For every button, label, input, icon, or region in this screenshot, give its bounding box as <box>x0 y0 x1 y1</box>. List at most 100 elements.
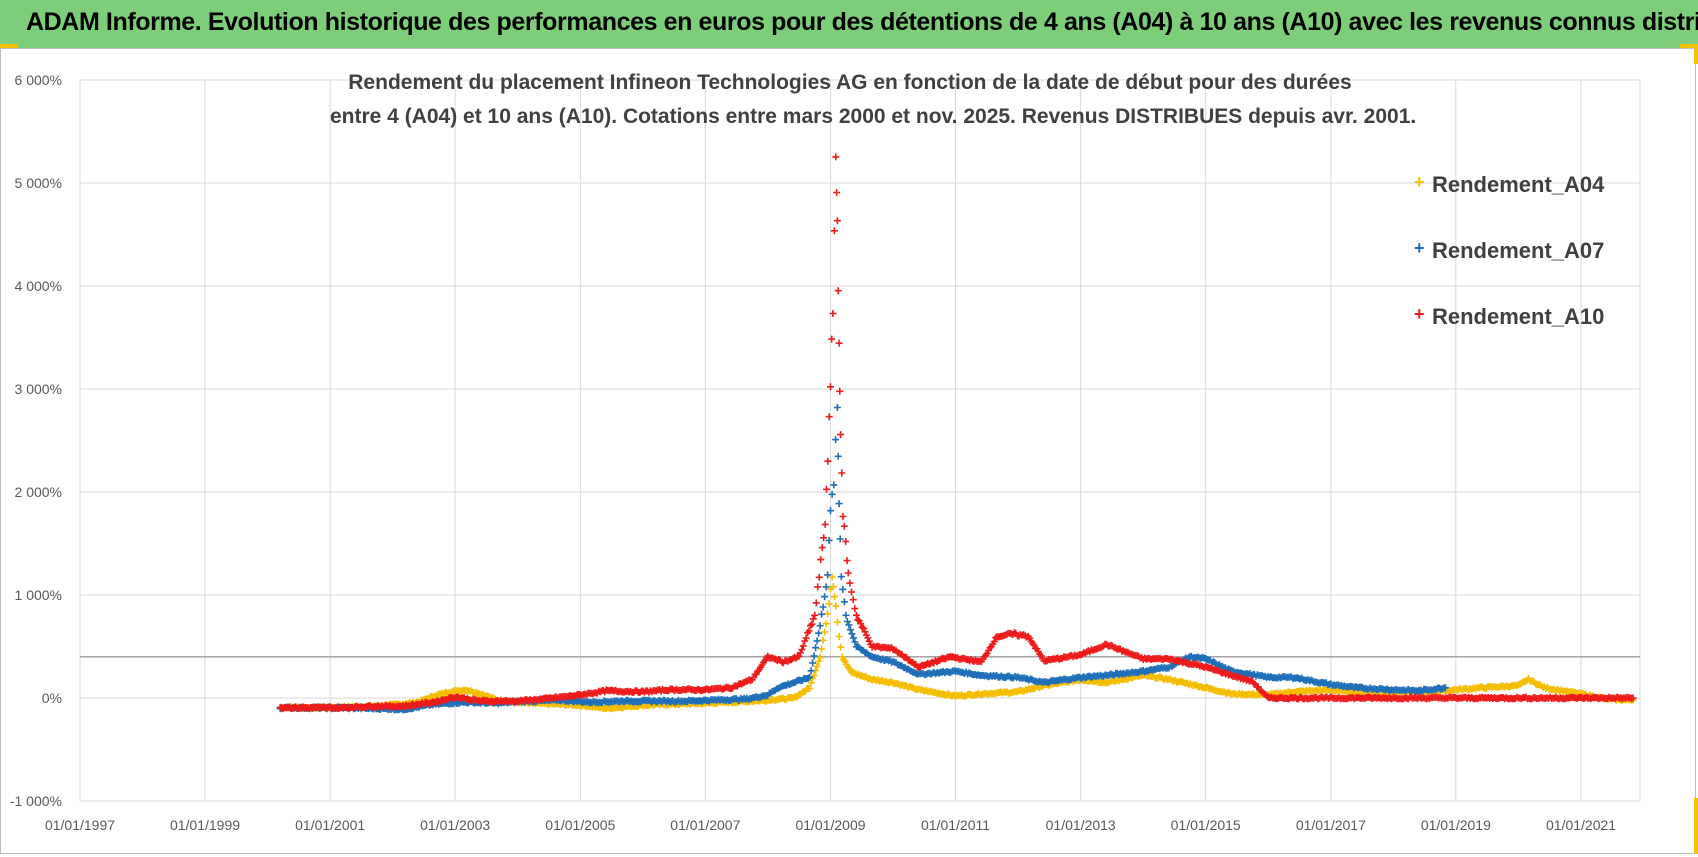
data-point <box>849 634 857 642</box>
x-tick-label: 01/01/2011 <box>921 817 990 833</box>
data-point <box>990 638 998 646</box>
data-point <box>833 217 841 225</box>
chart-title-line-2: entre 4 (A04) et 10 ans (A10). Cotations… <box>330 105 1417 128</box>
x-tick-label: 01/01/2009 <box>795 817 865 833</box>
x-tick-label: 01/01/2001 <box>295 817 365 833</box>
data-point <box>810 671 818 679</box>
data-point <box>836 535 844 543</box>
data-point <box>845 621 853 629</box>
data-point <box>830 481 838 489</box>
data-point <box>835 500 843 508</box>
data-point <box>807 679 815 687</box>
data-point <box>840 522 848 530</box>
data-point <box>799 642 807 650</box>
data-point <box>834 452 842 460</box>
x-tick-label: 01/01/2021 <box>1546 817 1616 833</box>
data-point <box>828 490 836 498</box>
x-tick-label: 01/01/2003 <box>420 817 490 833</box>
chart-title-line-1: Rendement du placement Infineon Technolo… <box>348 71 1352 94</box>
data-point <box>819 636 827 644</box>
y-tick-label: 2 000% <box>15 484 62 500</box>
y-tick-label: 4 000% <box>15 278 62 294</box>
data-point <box>835 633 843 640</box>
data-point <box>836 387 844 395</box>
data-point <box>837 643 845 651</box>
data-point <box>839 513 847 520</box>
y-tick-label: 1 000% <box>15 587 62 603</box>
data-point <box>812 644 820 652</box>
data-point <box>832 153 840 161</box>
data-point <box>837 573 845 581</box>
data-point <box>832 602 840 610</box>
x-tick-label: 01/01/2017 <box>1296 817 1366 833</box>
data-point <box>829 583 837 591</box>
x-tick-label: 01/01/2013 <box>1046 817 1116 833</box>
data-point <box>848 588 855 596</box>
data-point <box>839 585 847 593</box>
data-point <box>809 659 817 667</box>
data-point <box>832 436 840 444</box>
legend-marker-a04-icon: + <box>1414 172 1425 192</box>
data-point <box>820 534 828 542</box>
data-point <box>808 620 816 628</box>
legend-label-a07: Rendement_A07 <box>1432 238 1605 263</box>
data-point <box>1441 684 1449 692</box>
data-point <box>809 615 817 623</box>
y-tick-label: 0% <box>42 690 62 706</box>
data-point <box>828 573 836 581</box>
data-point <box>811 611 819 619</box>
data-point <box>821 520 829 528</box>
y-tick-label: -1 000% <box>10 793 62 809</box>
data-point <box>814 583 822 591</box>
data-point <box>824 610 832 618</box>
x-axis-tick-labels: 01/01/1997 01/01/1999 01/01/2001 01/01/2003… <box>45 817 1616 833</box>
y-axis-tick-labels: -1 000% 0% 1 000% 2 000% 3 000% 4 000% 5 000% 6… <box>10 72 62 809</box>
data-point <box>818 610 826 618</box>
data-point <box>807 667 815 675</box>
banner-title: ADAM Informe. Evolution historique des p… <box>26 8 1698 36</box>
data-point <box>825 536 833 544</box>
legend-item-a10: + Rendement_A10 <box>1414 304 1604 330</box>
data-point <box>816 654 824 662</box>
legend-marker-a07-icon: + <box>1414 238 1425 258</box>
data-point <box>813 662 821 670</box>
title-banner: ADAM Informe. Evolution historique des p… <box>0 0 1698 49</box>
data-point <box>818 645 826 653</box>
data-point <box>825 413 833 421</box>
data-point <box>861 628 869 636</box>
data-point <box>842 537 850 545</box>
y-tick-label: 3 000% <box>15 381 62 397</box>
data-point <box>846 579 854 587</box>
legend-item-a04: + Rendement_A04 <box>1414 172 1604 198</box>
x-tick-label: 01/01/2015 <box>1171 817 1241 833</box>
data-point <box>846 626 854 634</box>
data-point <box>795 652 803 660</box>
data-point <box>842 611 850 619</box>
data-point <box>857 620 865 628</box>
data-point <box>827 507 834 515</box>
data-point <box>805 627 813 635</box>
x-tick-label: 01/01/1999 <box>170 817 240 833</box>
data-point <box>828 335 836 343</box>
y-tick-label: 6 000% <box>15 72 62 88</box>
corner-accent-top-right <box>1680 44 1698 48</box>
data-point <box>840 598 848 606</box>
data-point <box>843 557 851 565</box>
data-point <box>852 611 860 619</box>
data-point <box>831 593 839 601</box>
series-Rendement_A07 <box>276 404 1449 714</box>
data-point <box>798 646 806 654</box>
data-point <box>823 485 830 493</box>
data-point <box>806 673 814 681</box>
data-point <box>827 383 834 391</box>
data-point <box>865 637 873 645</box>
data-point <box>841 657 849 665</box>
corner-accent-right-bottom <box>1694 798 1698 854</box>
data-point <box>806 684 814 692</box>
legend-item-a07: + Rendement_A07 <box>1414 238 1605 264</box>
data-point <box>834 287 842 295</box>
x-tick-label: 01/01/1997 <box>45 817 115 833</box>
data-point <box>825 600 833 608</box>
data-point <box>802 634 810 642</box>
